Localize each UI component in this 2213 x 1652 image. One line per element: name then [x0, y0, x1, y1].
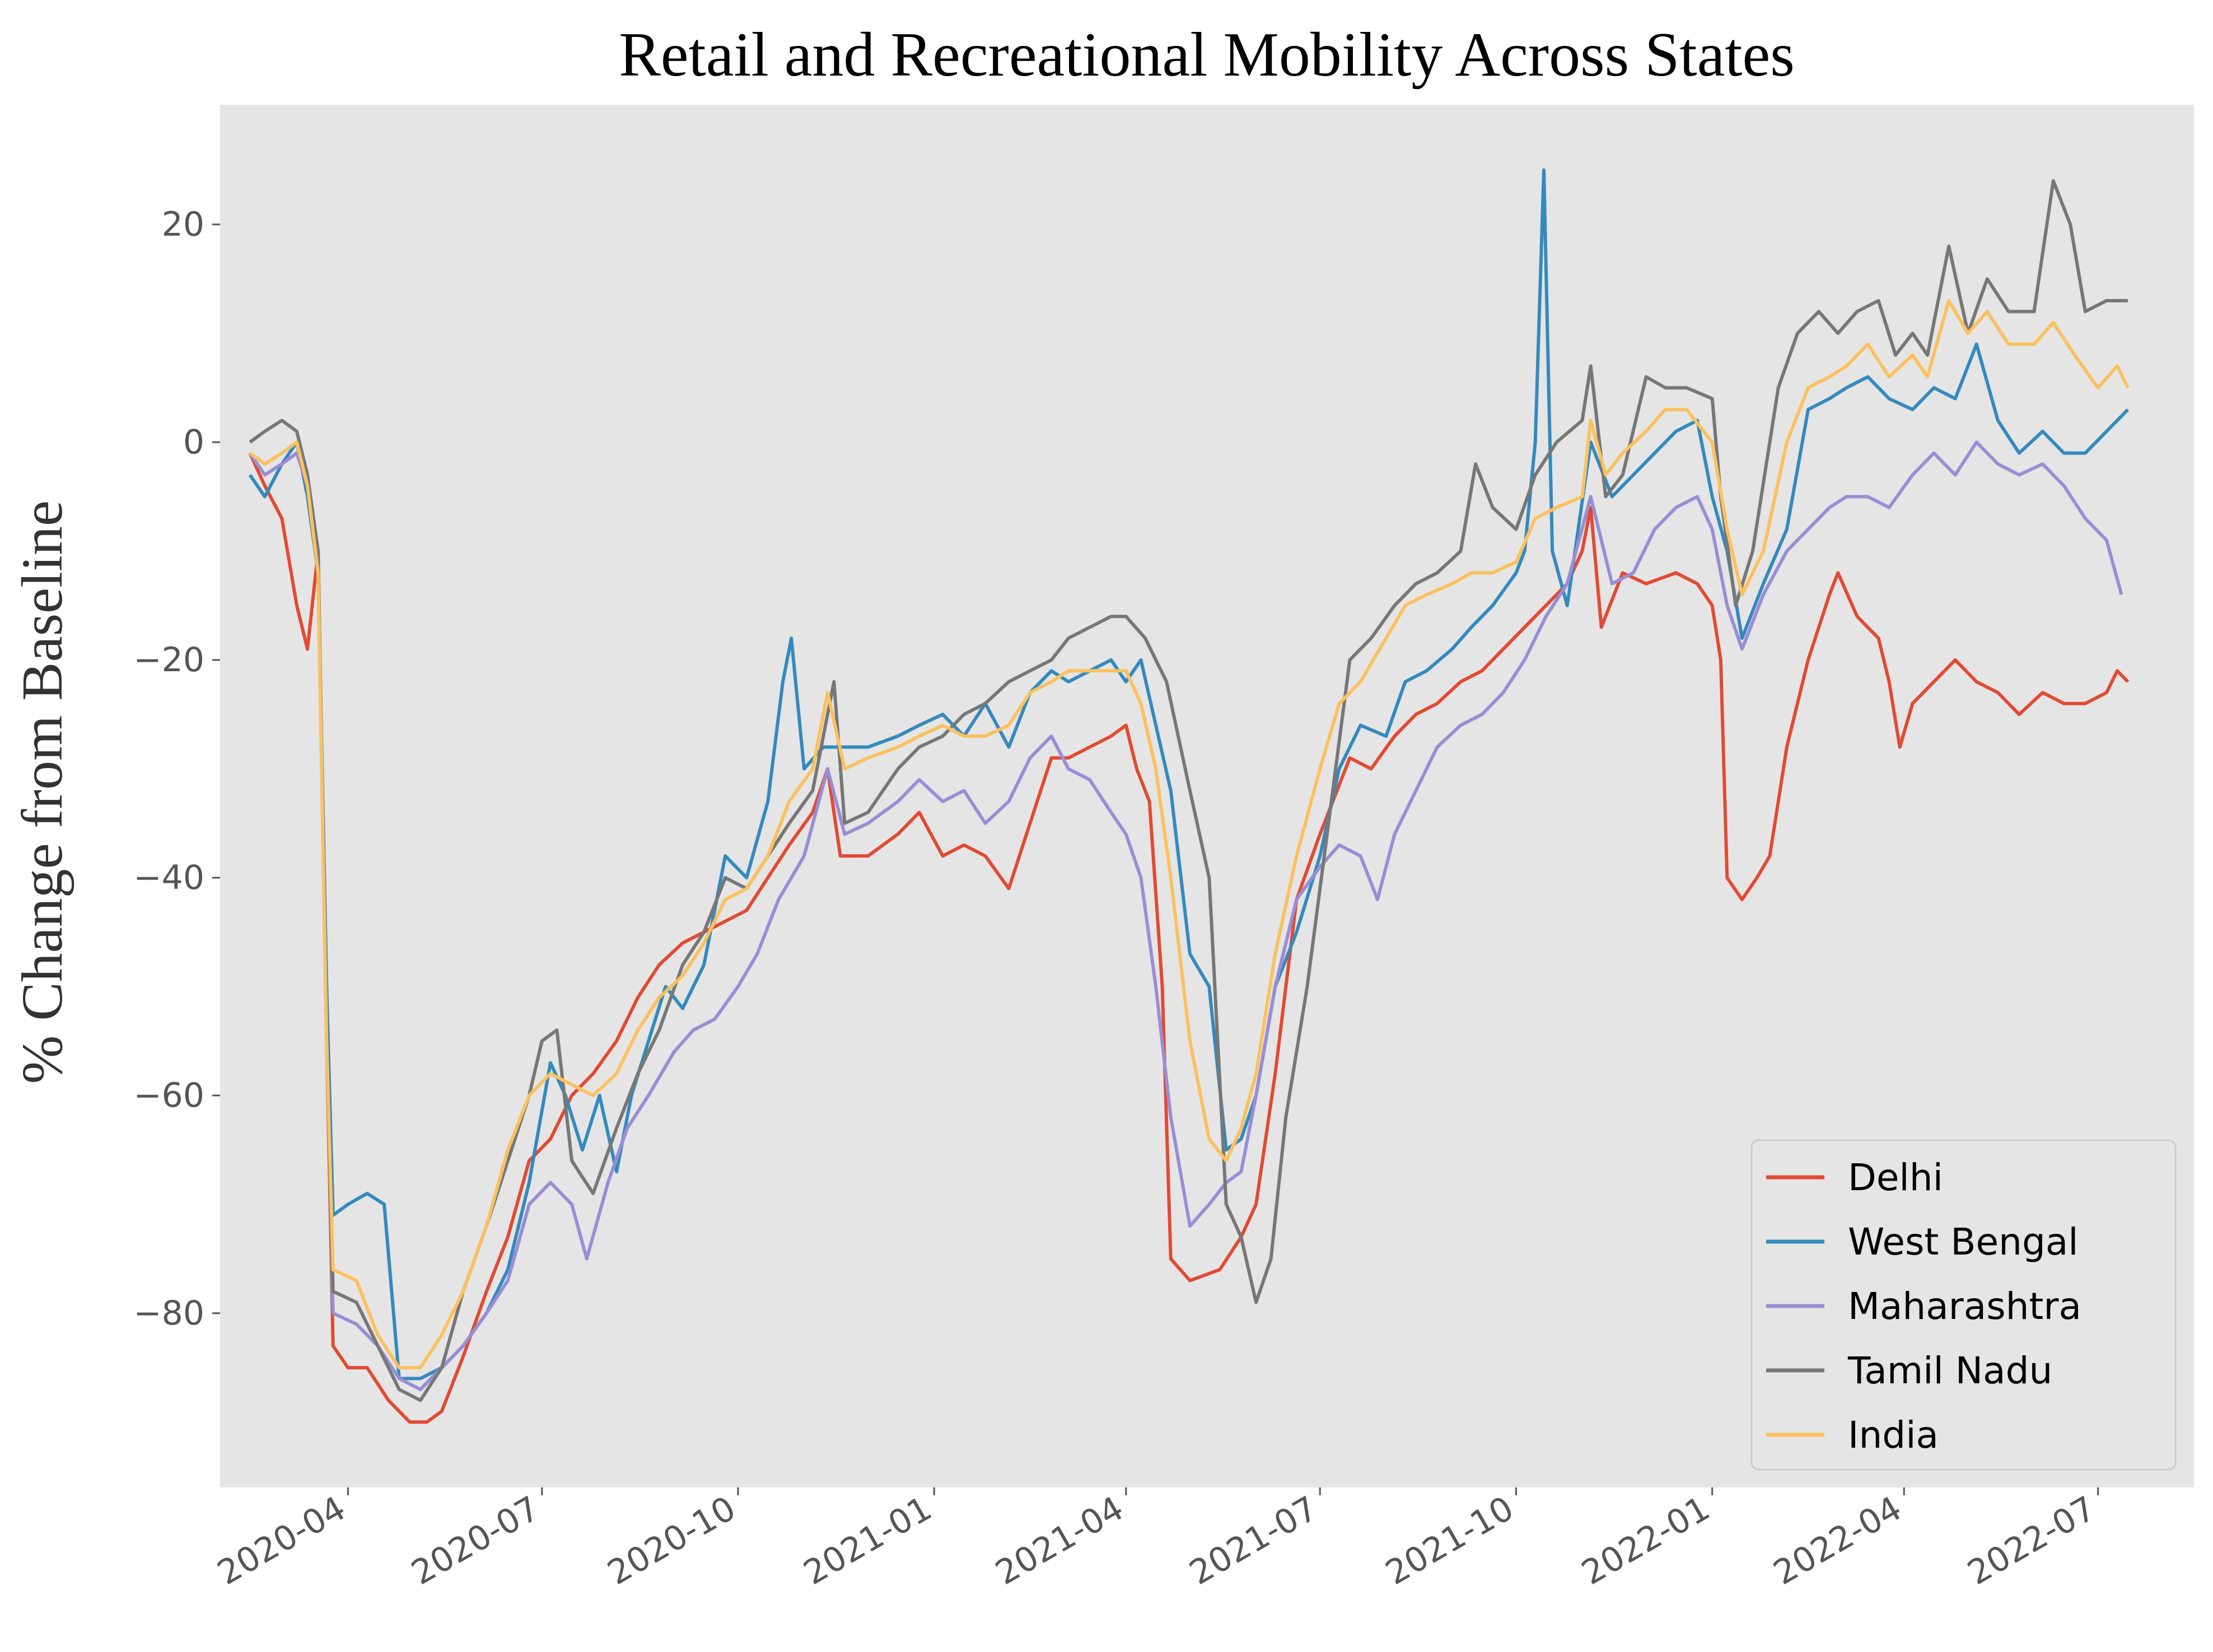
legend-label: Delhi: [1848, 1156, 1943, 1199]
x-tick-label: 2021-04: [989, 1489, 1130, 1593]
chart-title: Retail and Recreational Mobility Across …: [619, 20, 1795, 90]
series-group: [248, 168, 2130, 1424]
y-tick-label: 20: [162, 205, 204, 244]
x-tick-label: 2021-01: [797, 1489, 939, 1593]
x-tick-label: 2022-04: [1767, 1489, 1908, 1593]
legend-label: Maharashtra: [1848, 1285, 2081, 1328]
x-tick-label: 2021-10: [1379, 1489, 1520, 1593]
series-line-maharashtra: [248, 440, 2123, 1391]
series-line-delhi: [248, 452, 2130, 1424]
x-tick-label: 2020-10: [601, 1489, 742, 1593]
x-tick-label: 2020-04: [211, 1489, 352, 1593]
series-line-india: [249, 299, 2130, 1370]
y-tick-label: −20: [133, 640, 204, 680]
series-line-west-bengal: [248, 168, 2130, 1380]
legend-box: [1750, 1139, 2177, 1471]
y-tick-label: −60: [133, 1076, 204, 1115]
legend-label: Tamil Nadu: [1847, 1349, 2052, 1392]
y-tick-label: −80: [133, 1294, 204, 1333]
x-tick-label: 2022-07: [1961, 1489, 2102, 1593]
x-tick-label: 2020-07: [405, 1489, 546, 1593]
x-tick-label: 2021-07: [1183, 1489, 1324, 1593]
y-tick-label: −40: [133, 858, 204, 897]
y-tick-label: 0: [183, 423, 204, 462]
legend: Delhi West Bengal Maharashtra Tamil Nadu Ind…: [1750, 1139, 2177, 1471]
x-tick-label: 2022-01: [1575, 1489, 1716, 1593]
legend-label: West Bengal: [1848, 1220, 2079, 1263]
legend-label: India: [1848, 1414, 1939, 1457]
series-line-tamil-nadu: [249, 179, 2128, 1402]
y-axis-label: % Change from Baseline: [10, 500, 74, 1084]
